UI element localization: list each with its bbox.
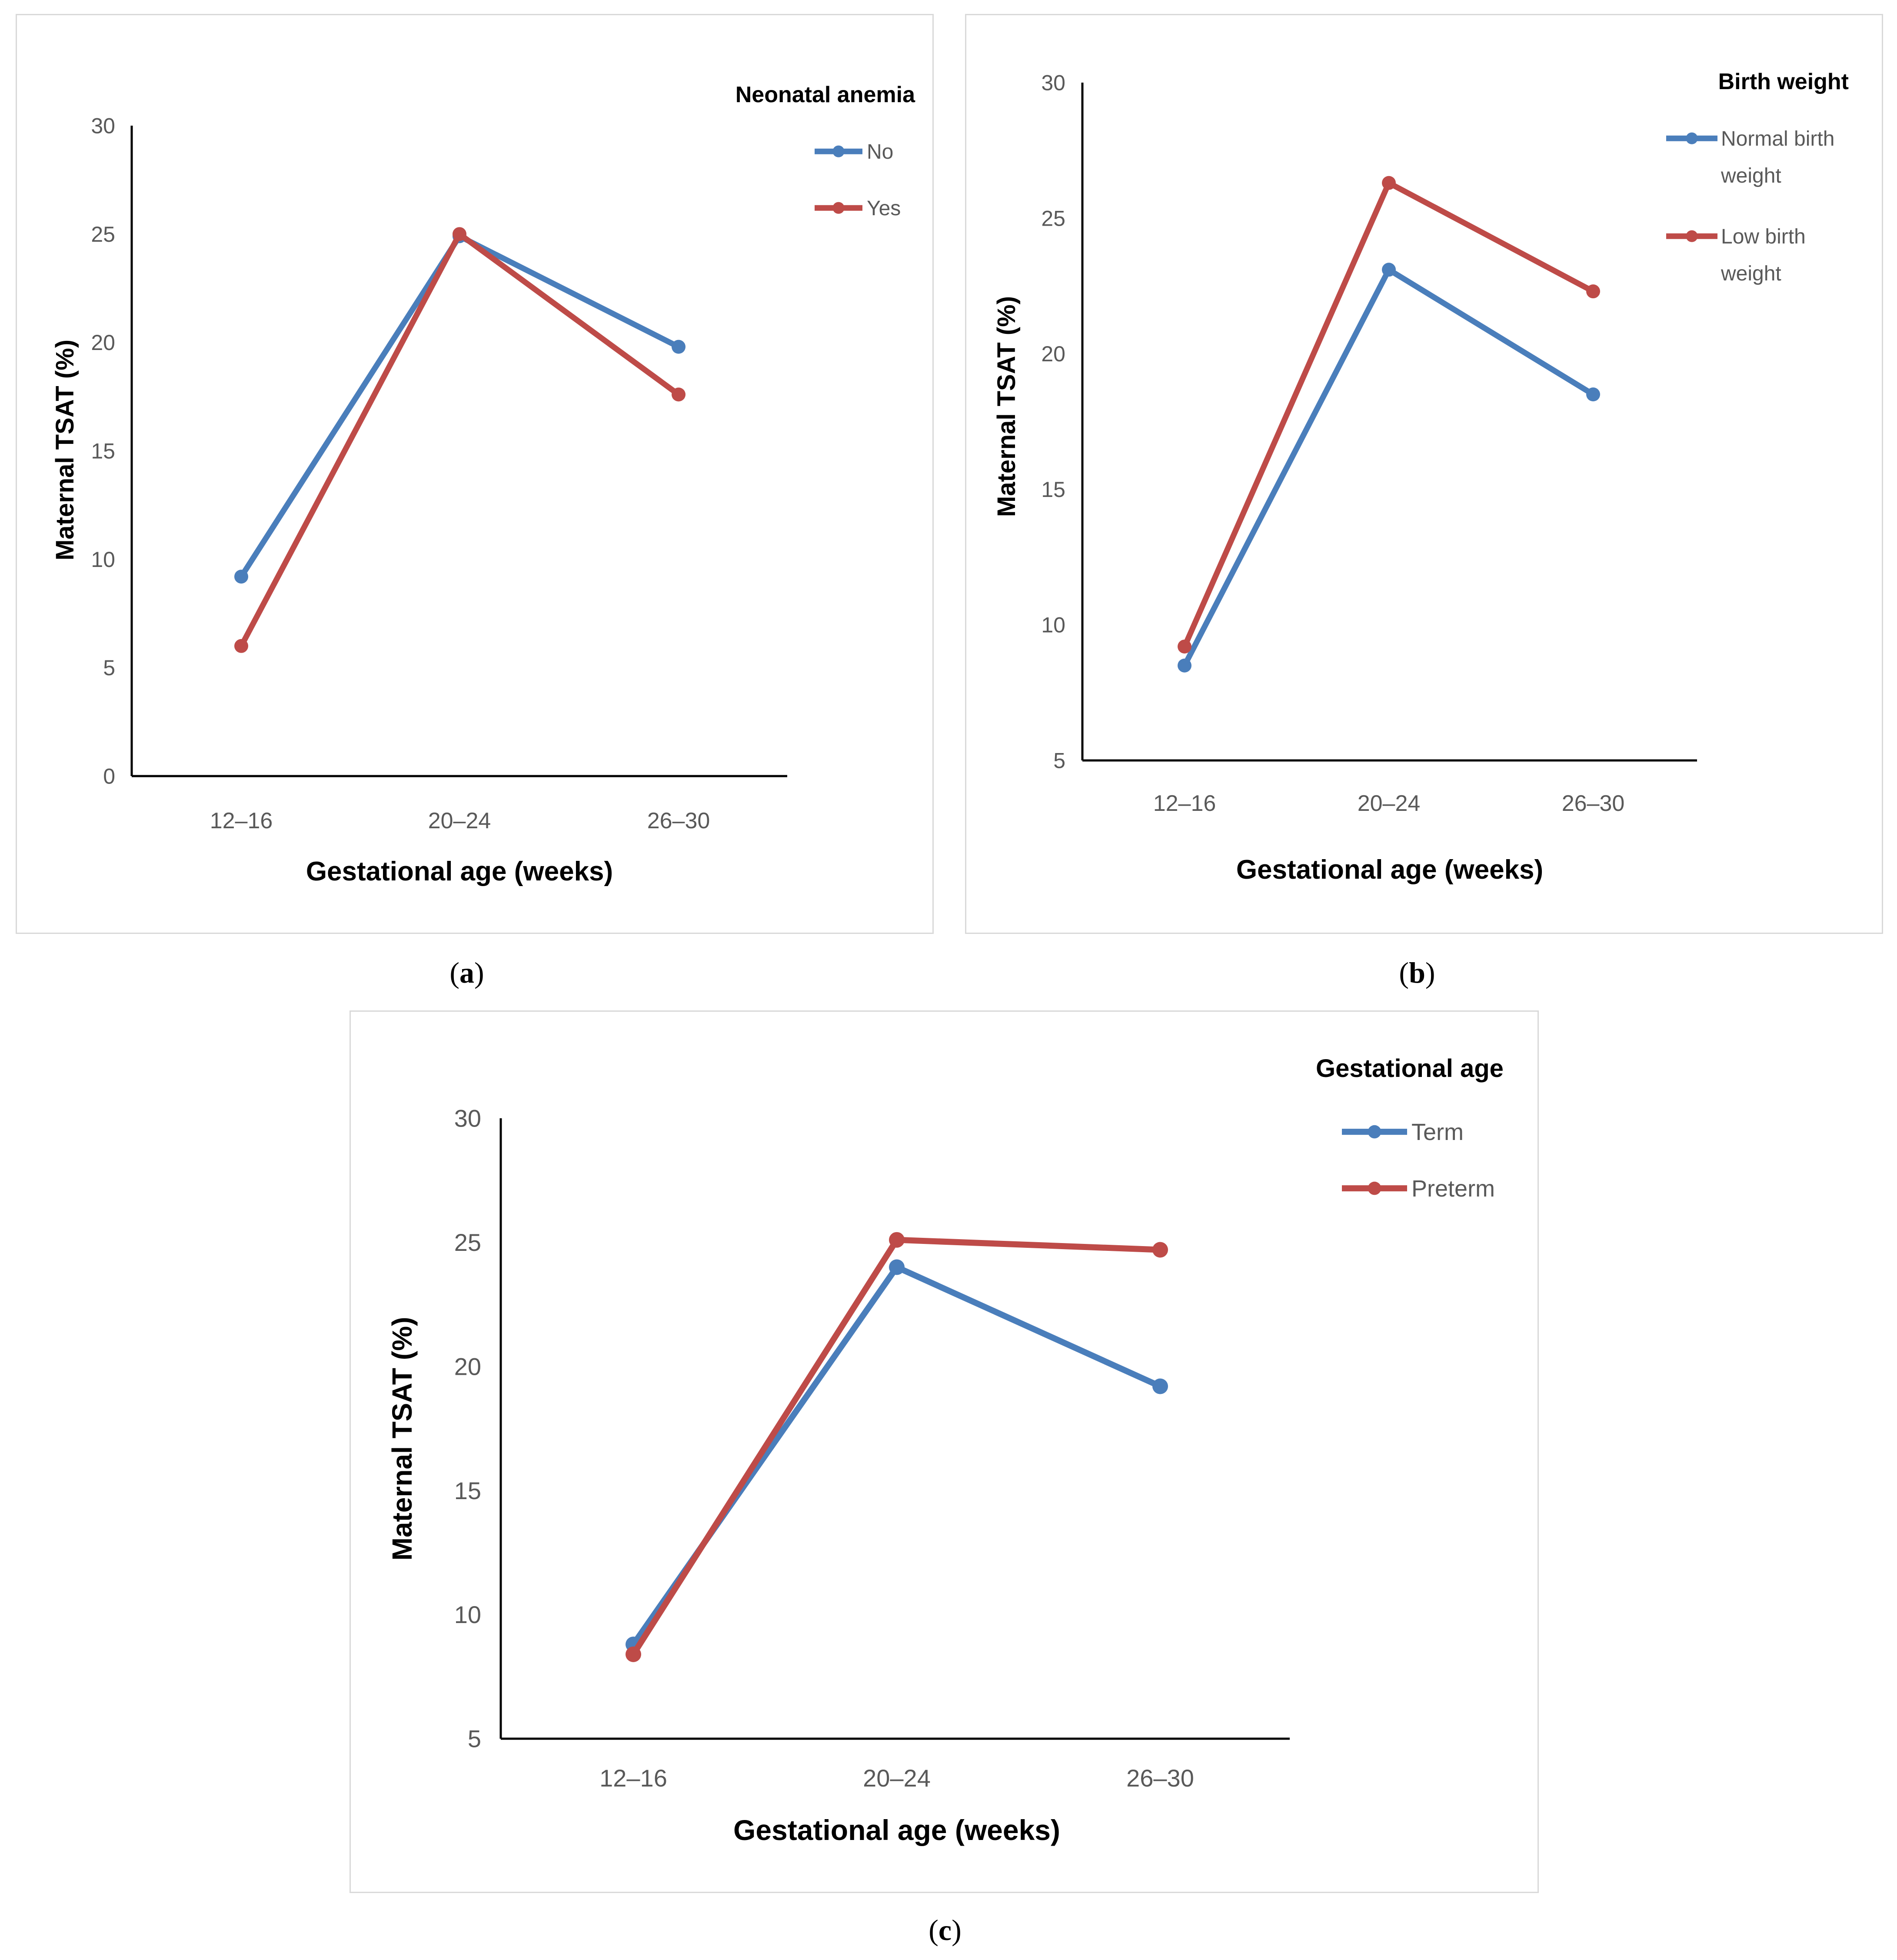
- chart-c-legend-marker-0: [1368, 1125, 1381, 1139]
- caption-c: (c): [929, 1913, 962, 1947]
- chart-b-legend-label: Low birth: [1721, 225, 1806, 248]
- chart-c-series-line-1: [631, 1237, 1161, 1656]
- chart-a-y-tick-label: 20: [91, 330, 115, 355]
- chart-panel-a: 0 5 10 15 20 25 30 12–16 20–24 26–30 Maternal TS…: [16, 14, 934, 934]
- chart-c-legend-title: Gestational age: [1316, 1054, 1504, 1083]
- chart-panel-b: 5 10 15 20 25 30 12–16 20–24 26–30 Maternal TSA…: [965, 14, 1883, 934]
- chart-a-legend-marker-0: [832, 145, 845, 157]
- chart-c-y-tick-label: 30: [454, 1105, 481, 1132]
- chart-a-y-tick-label: 15: [91, 439, 115, 463]
- chart-b-legend-marker-1: [1686, 230, 1698, 242]
- chart-b-data-point: [1382, 263, 1396, 277]
- chart-b-series-line-1: [1182, 180, 1595, 648]
- chart-c-data-point: [889, 1259, 905, 1275]
- chart-b-y-tick-label: 10: [1041, 613, 1065, 637]
- chart-c-x-tick-label: 20–24: [863, 1764, 931, 1792]
- chart-a-y-tick-label: 5: [103, 656, 115, 680]
- chart-c-legend-label: Preterm: [1411, 1176, 1495, 1202]
- chart-b-y-axis-title: Maternal TSAT (%): [992, 296, 1021, 517]
- chart-b-data-point: [1178, 640, 1191, 654]
- chart-c-x-ticks: 12–16 20–24 26–30: [599, 1764, 1194, 1792]
- chart-a-y-tick-label: 25: [91, 222, 115, 247]
- chart-b-data-point: [1586, 387, 1600, 402]
- chart-a-x-tick-label: 12–16: [210, 808, 273, 833]
- chart-b-x-tick-label: 12–16: [1153, 791, 1216, 816]
- chart-a-data-point: [672, 340, 686, 354]
- chart-b-legend-label: weight: [1721, 164, 1781, 187]
- chart-b-x-axis-title: Gestational age (weeks): [1236, 855, 1543, 885]
- chart-b-data-point: [1586, 284, 1600, 299]
- chart-a-data-point: [453, 227, 466, 241]
- chart-a-x-axis-title: Gestational age (weeks): [306, 857, 613, 887]
- chart-a-y-ticks: 0 5 10 15 20 25 30: [91, 114, 115, 789]
- chart-a-y-tick-label: 10: [91, 547, 115, 572]
- chart-b-series-line-0: [1182, 267, 1595, 667]
- chart-a-legend-title: Neonatal anemia: [736, 82, 915, 107]
- chart-c-legend: Term Preterm: [1342, 1119, 1495, 1202]
- chart-b-x-ticks: 12–16 20–24 26–30: [1153, 791, 1625, 816]
- chart-a-series-line-1: [239, 231, 680, 647]
- chart-b-y-tick-label: 30: [1041, 71, 1065, 95]
- chart-b-y-ticks: 5 10 15 20 25 30: [1041, 71, 1065, 773]
- chart-a-data-point: [234, 570, 248, 584]
- chart-a-data-point: [672, 387, 686, 402]
- chart-a-y-tick-label: 30: [91, 114, 115, 138]
- chart-c-y-tick-label: 25: [454, 1229, 481, 1256]
- chart-c-y-tick-label: 20: [454, 1353, 481, 1380]
- chart-c-series: [626, 1232, 1168, 1662]
- chart-a-y-axis-title: Maternal TSAT (%): [51, 340, 79, 560]
- chart-a-svg: 0 5 10 15 20 25 30 12–16 20–24 26–30 Maternal TS…: [51, 82, 915, 887]
- chart-c-data-point: [889, 1232, 905, 1248]
- chart-c-series-line-0: [631, 1264, 1161, 1647]
- chart-c-y-tick-label: 5: [468, 1725, 481, 1753]
- chart-b-x-tick-label: 26–30: [1562, 791, 1625, 816]
- chart-a-x-tick-label: 26–30: [647, 808, 710, 833]
- chart-a-series: [234, 227, 686, 653]
- chart-c-y-tick-label: 10: [454, 1601, 481, 1628]
- chart-b-data-point: [1178, 658, 1191, 673]
- chart-b-x-tick-label: 20–24: [1358, 791, 1421, 816]
- caption-b: (b): [1399, 956, 1435, 989]
- chart-a-x-ticks: 12–16 20–24 26–30: [210, 808, 710, 833]
- chart-c-y-tick-label: 15: [454, 1477, 481, 1504]
- chart-c-legend-label: Term: [1411, 1119, 1464, 1145]
- chart-c-x-tick-label: 26–30: [1126, 1764, 1194, 1792]
- chart-b-y-tick-label: 25: [1041, 206, 1065, 230]
- chart-a-legend: No Yes: [815, 140, 901, 220]
- chart-c-data-point: [1152, 1242, 1168, 1258]
- chart-a-x-tick-label: 20–24: [428, 808, 491, 833]
- chart-c-svg: 5 10 15 20 25 30 12–16 20–24 26–30 Maternal TSA…: [386, 1054, 1504, 1846]
- chart-a-legend-label: No: [867, 140, 893, 163]
- chart-a-legend-label: Yes: [867, 197, 901, 220]
- chart-b-legend: Normal birth weight Low birth weight: [1666, 127, 1834, 285]
- chart-c-legend-marker-1: [1368, 1181, 1381, 1195]
- chart-b-svg: 5 10 15 20 25 30 12–16 20–24 26–30 Maternal TSA…: [992, 69, 1849, 885]
- chart-a-y-tick-label: 0: [103, 764, 115, 789]
- chart-a-gridless-axes: [130, 126, 787, 777]
- chart-c-y-axis-title: Maternal TSAT (%): [386, 1317, 418, 1561]
- chart-b-y-tick-label: 20: [1041, 342, 1065, 366]
- chart-b-y-tick-label: 5: [1053, 749, 1065, 773]
- chart-c-x-tick-label: 12–16: [599, 1764, 667, 1792]
- chart-b-legend-label: Normal birth: [1721, 127, 1834, 150]
- caption-a: (a): [449, 956, 484, 989]
- chart-b-legend-marker-0: [1686, 132, 1698, 144]
- chart-c-data-point: [626, 1646, 641, 1662]
- chart-b-series: [1178, 176, 1600, 673]
- chart-a-legend-marker-1: [832, 202, 845, 214]
- chart-c-y-ticks: 5 10 15 20 25 30: [454, 1105, 481, 1753]
- chart-b-legend-label: weight: [1721, 262, 1781, 285]
- chart-b-legend-title: Birth weight: [1718, 69, 1849, 94]
- chart-panel-c: 5 10 15 20 25 30 12–16 20–24 26–30 Maternal TSA…: [349, 1010, 1539, 1893]
- chart-b-data-point: [1382, 176, 1396, 190]
- chart-a-data-point: [234, 639, 248, 653]
- chart-c-x-axis-title: Gestational age (weeks): [733, 1814, 1060, 1846]
- chart-c-data-point: [1152, 1378, 1168, 1394]
- chart-b-y-tick-label: 15: [1041, 477, 1065, 502]
